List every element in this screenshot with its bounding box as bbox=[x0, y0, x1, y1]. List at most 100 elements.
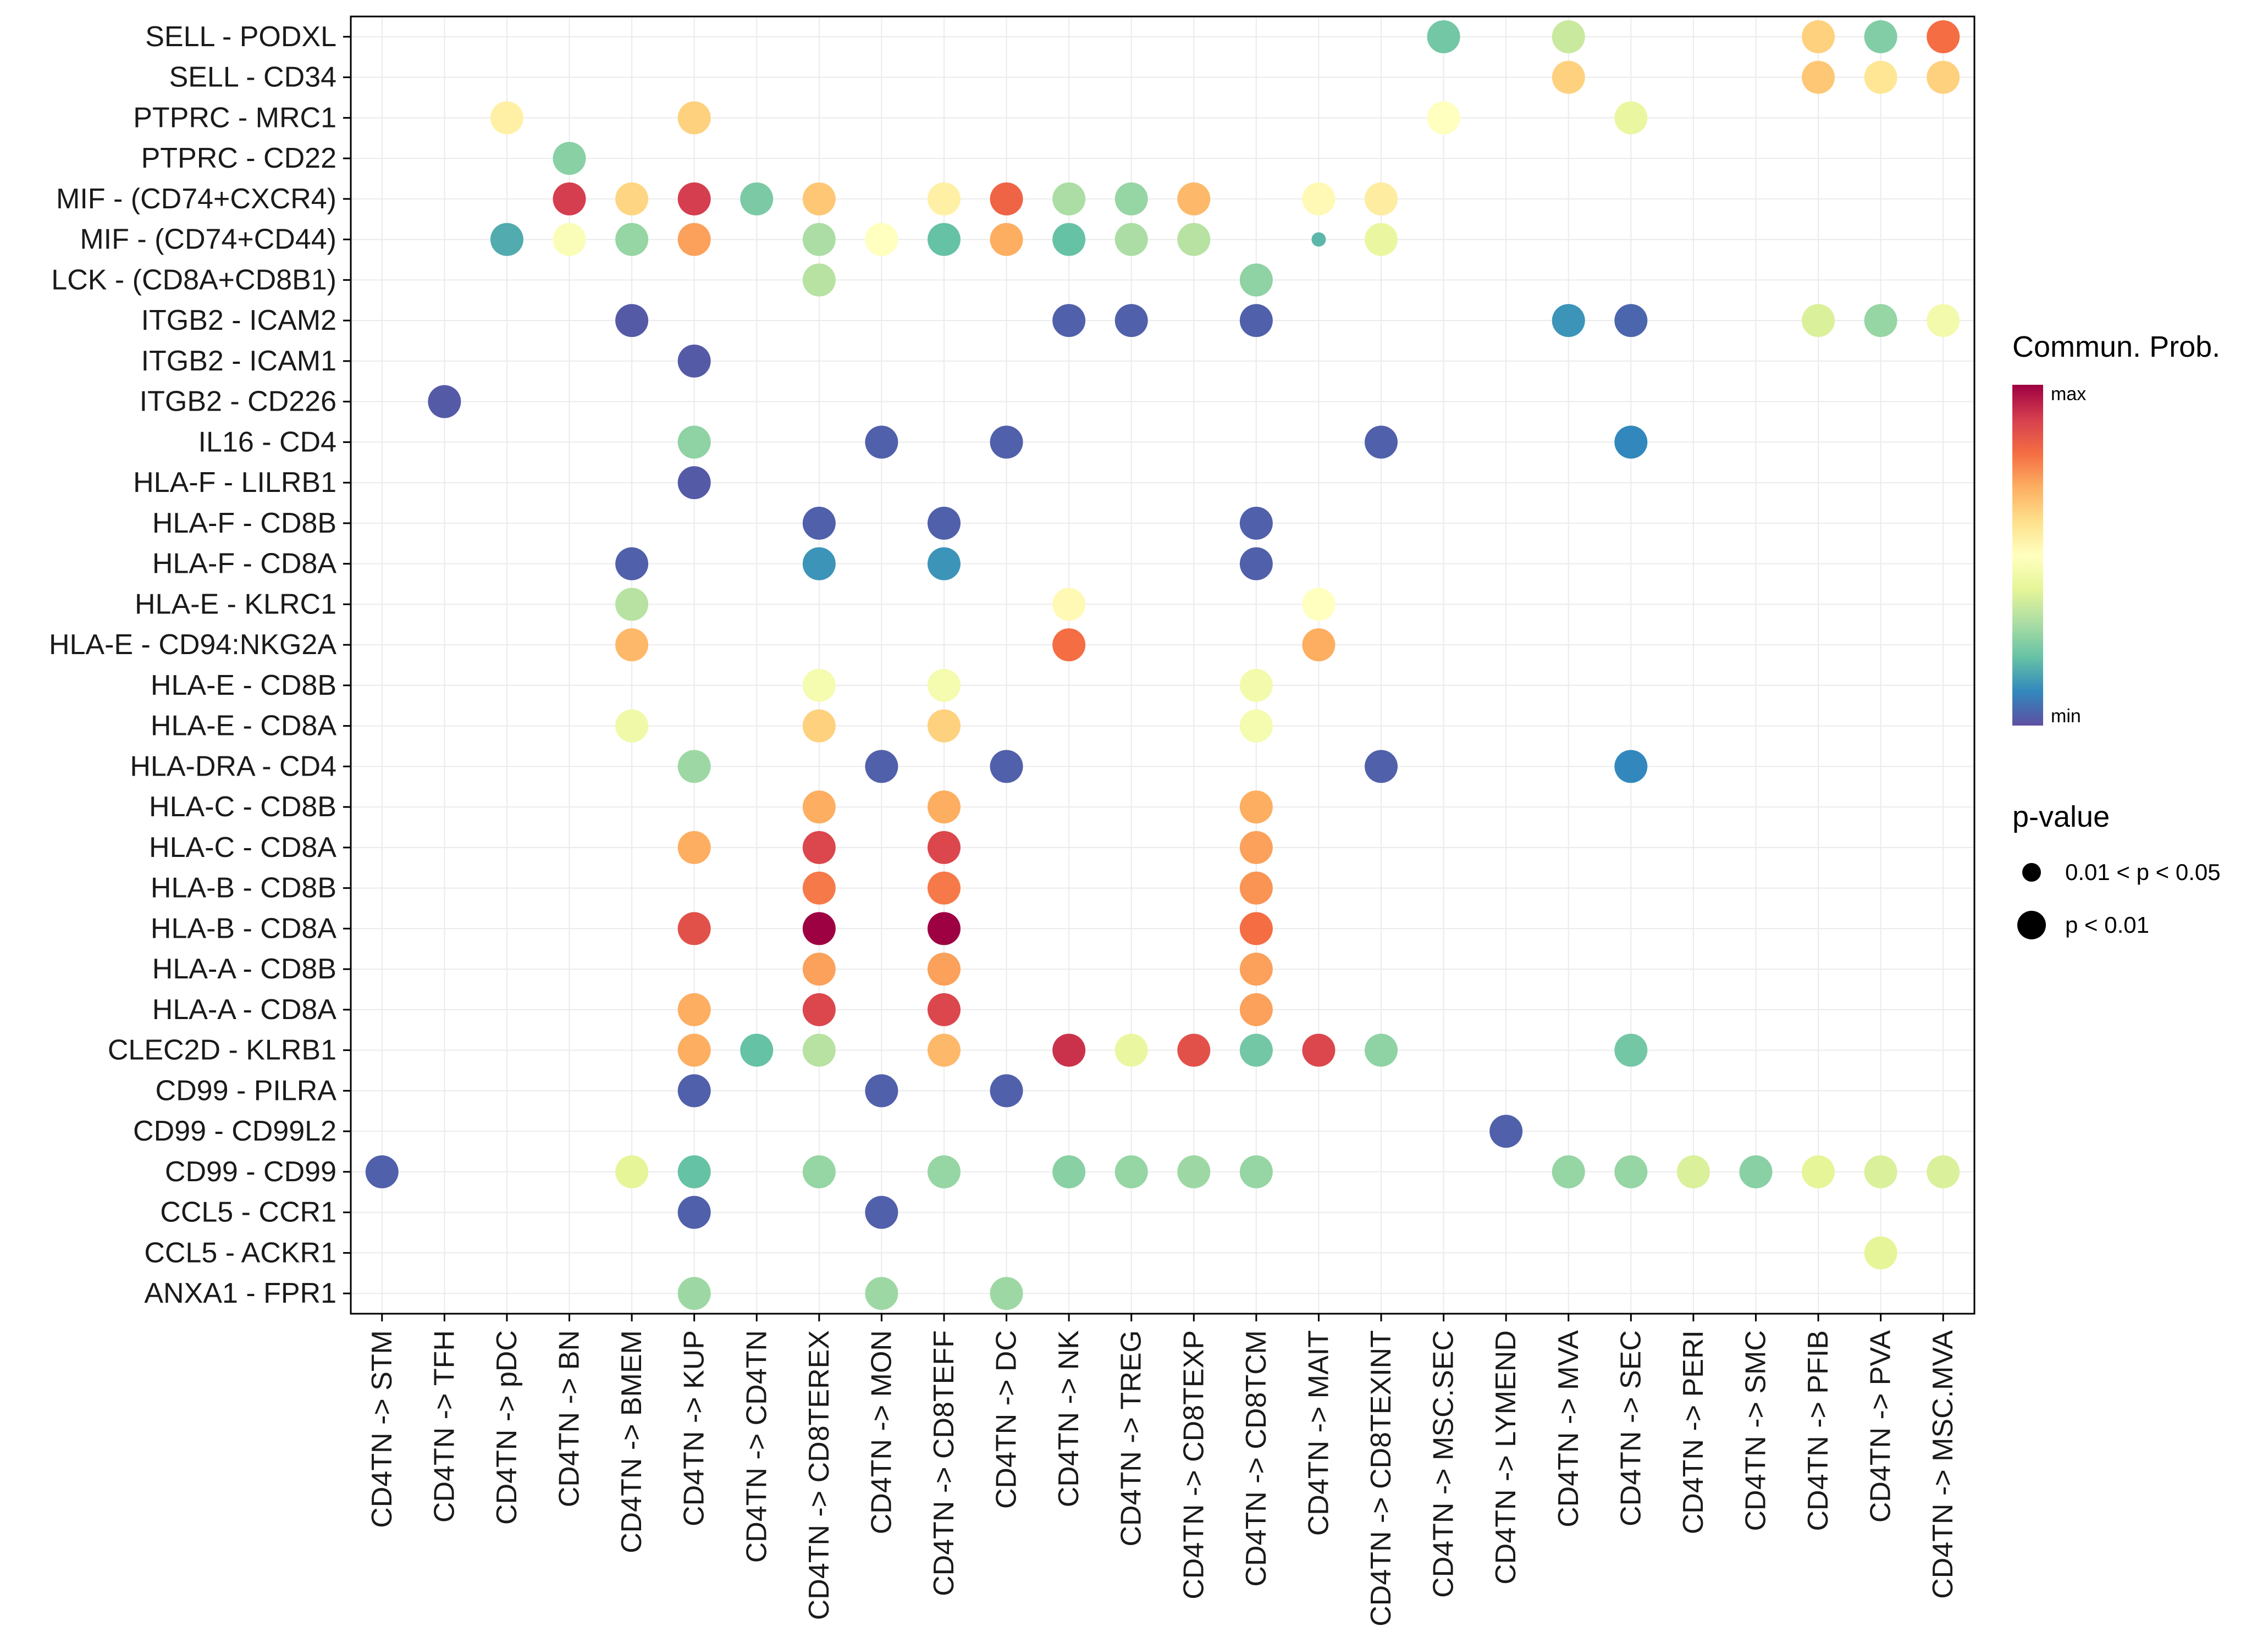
x-tick-label: CD4TN -> PERI bbox=[1677, 1330, 1709, 1534]
dot bbox=[1614, 101, 1648, 135]
dot bbox=[1052, 1033, 1086, 1067]
y-tick-label: HLA-C - CD8A bbox=[149, 832, 336, 864]
dot bbox=[802, 871, 836, 905]
pvalue-label-small: 0.01 < p < 0.05 bbox=[2065, 859, 2221, 885]
x-tick-label: CD4TN -> CD8TEXINT bbox=[1365, 1330, 1397, 1626]
x-tick-label: CD4TN -> PVA bbox=[1865, 1330, 1897, 1523]
y-tick-label: HLA-C - CD8B bbox=[149, 791, 336, 823]
y-tick-label: HLA-E - CD94:NKG2A bbox=[49, 629, 336, 661]
dot bbox=[740, 1033, 774, 1067]
dot bbox=[1365, 1033, 1398, 1067]
dot bbox=[1927, 304, 1960, 337]
y-tick-label: PTPRC - MRC1 bbox=[133, 102, 336, 134]
dot bbox=[677, 1074, 711, 1108]
dot bbox=[802, 953, 836, 986]
dot bbox=[1552, 304, 1585, 337]
x-tick-label: CD4TN -> PFIB bbox=[1802, 1330, 1834, 1531]
dot bbox=[927, 668, 961, 702]
dot bbox=[1177, 1033, 1211, 1067]
y-tick-label: HLA-F - LILRB1 bbox=[133, 467, 336, 499]
x-tick-label: CD4TN -> BN bbox=[554, 1330, 586, 1507]
dot bbox=[677, 1277, 711, 1310]
dot bbox=[1802, 20, 1835, 53]
dot bbox=[802, 668, 836, 702]
x-tick-label: CD4TN -> pDC bbox=[491, 1330, 523, 1525]
y-tick-label: LCK - (CD8A+CD8B1) bbox=[51, 264, 336, 296]
dot bbox=[1302, 588, 1336, 621]
dot bbox=[677, 466, 711, 500]
dot bbox=[927, 182, 961, 215]
y-tick-label: MIF - (CD74+CD44) bbox=[80, 224, 336, 256]
x-tick-label: CD4TN -> DC bbox=[991, 1330, 1023, 1509]
x-tick-label: CD4TN -> CD8TEREX bbox=[803, 1330, 835, 1620]
dot bbox=[1239, 871, 1273, 905]
x-tick-label: CD4TN -> TREG bbox=[1116, 1330, 1147, 1546]
dot bbox=[1239, 953, 1273, 986]
dot bbox=[677, 750, 711, 783]
dot bbox=[927, 953, 961, 986]
dot bbox=[865, 1196, 898, 1229]
dot bbox=[927, 790, 961, 824]
dot bbox=[1864, 20, 1897, 53]
dot bbox=[927, 223, 961, 256]
dot bbox=[677, 1196, 711, 1229]
x-tick-label: CD4TN -> STM bbox=[366, 1330, 398, 1528]
dot bbox=[1239, 263, 1273, 297]
dot bbox=[927, 1155, 961, 1188]
dot bbox=[1676, 1155, 1710, 1188]
dot bbox=[1365, 223, 1398, 256]
dot bbox=[1177, 1155, 1211, 1188]
dot bbox=[1802, 60, 1835, 94]
dot bbox=[615, 182, 649, 215]
x-tick-label: CD4TN -> LYMEND bbox=[1490, 1330, 1522, 1585]
y-tick-label: CD99 - CD99 bbox=[165, 1156, 336, 1188]
dot bbox=[553, 182, 586, 215]
dot bbox=[1114, 304, 1148, 337]
x-tick-label: CD4TN -> MON bbox=[865, 1330, 897, 1534]
dot bbox=[1927, 1155, 1960, 1188]
y-tick-label: ITGB2 - ICAM2 bbox=[141, 305, 336, 336]
x-tick-label: CD4TN -> CD8TEXP bbox=[1178, 1330, 1210, 1600]
dot bbox=[927, 506, 961, 540]
legend-commun-prob-title: Commun. Prob. bbox=[2012, 330, 2221, 363]
dot bbox=[1052, 628, 1086, 662]
dot bbox=[1052, 1155, 1086, 1188]
dot bbox=[1614, 425, 1648, 459]
dot bbox=[615, 304, 649, 337]
colorbar-labels: max min bbox=[2051, 385, 2086, 726]
dot bbox=[1177, 223, 1211, 256]
pvalue-dotbox bbox=[2012, 863, 2051, 882]
dot bbox=[990, 1277, 1023, 1310]
dot bbox=[865, 750, 898, 783]
y-tick-label: CCL5 - CCR1 bbox=[160, 1197, 336, 1229]
dot bbox=[1177, 182, 1211, 215]
pvalue-dot-large bbox=[2017, 911, 2046, 939]
dot bbox=[802, 506, 836, 540]
dot bbox=[677, 831, 711, 864]
y-tick-label: HLA-B - CD8A bbox=[151, 912, 336, 944]
dot bbox=[677, 223, 711, 256]
dot bbox=[677, 1033, 711, 1067]
dot bbox=[927, 993, 961, 1026]
dot bbox=[802, 547, 836, 580]
dot bbox=[1552, 60, 1585, 94]
colorbar-gradient bbox=[2012, 385, 2043, 726]
y-tick-label: HLA-E - KLRC1 bbox=[135, 588, 336, 620]
dot bbox=[1614, 304, 1648, 337]
dot bbox=[990, 223, 1023, 256]
pvalue-dot-small bbox=[2022, 863, 2041, 882]
dot bbox=[1552, 1155, 1585, 1188]
dot bbox=[1614, 750, 1648, 783]
dot bbox=[1927, 60, 1960, 94]
dot bbox=[615, 547, 649, 580]
dot bbox=[990, 182, 1023, 215]
dot bbox=[1302, 1033, 1336, 1067]
y-tick-label: CD99 - CD99L2 bbox=[133, 1115, 336, 1147]
dot bbox=[1302, 182, 1336, 215]
legend-p-value: p-value 0.01 < p < 0.05 p < 0.01 bbox=[2012, 800, 2221, 939]
dot bbox=[677, 912, 711, 945]
dot bbox=[1114, 1033, 1148, 1067]
y-tick-label: HLA-DRA - CD4 bbox=[130, 750, 336, 782]
dot bbox=[1365, 182, 1398, 215]
